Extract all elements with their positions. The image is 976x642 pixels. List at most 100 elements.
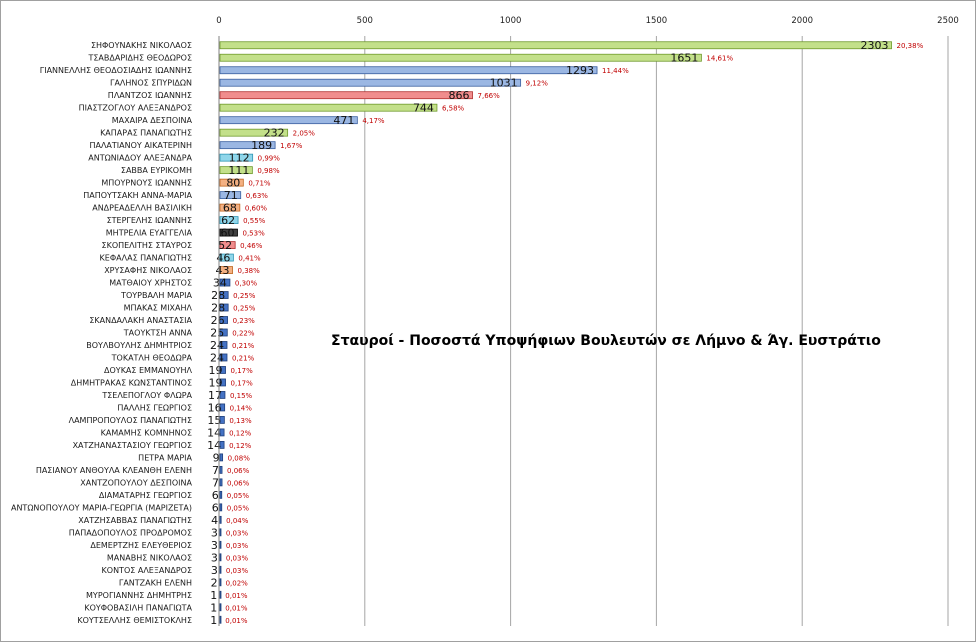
bar bbox=[219, 540, 222, 549]
percent-label: 0,17% bbox=[231, 367, 254, 375]
category-label: ΠΑΣΙΑΝΟΥ ΑΝΘΟΥΛΑ ΚΛΕΑΝΘΗ ΕΛΕΝΗ bbox=[36, 466, 192, 475]
percent-label: 0,30% bbox=[235, 280, 258, 288]
category-label: ΜΑΧΑΙΡΑ ΔΕΣΠΟΙΝΑ bbox=[112, 116, 193, 125]
category-label: ΜΑΝΑΒΗΣ ΝΙΚΟΛΑΟΣ bbox=[107, 553, 192, 562]
category-label: ΤΑΟΥΚΤΣΗ ΑΝΝΑ bbox=[123, 329, 193, 338]
value-label: 71 bbox=[224, 189, 238, 202]
value-label: 6 bbox=[212, 501, 219, 514]
category-label: ΑΝΤΩΝΟΠΟΥΛΟΥ ΜΑΡΙΑ-ΓΕΩΡΓΙΑ (ΜΑΡΙΖΕΤΑ) bbox=[11, 503, 192, 512]
value-label: 14 bbox=[207, 426, 221, 439]
bar bbox=[219, 453, 224, 462]
value-label: 111 bbox=[228, 164, 249, 177]
category-label: ΓΙΑΝΝΕΛΛΗΣ ΘΕΟΔΟΣΙΑΔΗΣ ΙΩΑΝΝΗΣ bbox=[40, 66, 192, 75]
x-tick-label: 2000 bbox=[791, 16, 813, 26]
bar bbox=[219, 403, 226, 412]
value-label: 60 bbox=[220, 227, 234, 240]
value-label: 1 bbox=[210, 601, 217, 614]
bar bbox=[219, 41, 892, 50]
percent-label: 0,46% bbox=[240, 242, 263, 250]
value-label: 3 bbox=[211, 551, 218, 564]
category-label: ΠΛΑΝΤΖΟΣ ΙΩΑΝΝΗΣ bbox=[108, 91, 192, 100]
category-label: ΔΗΜΗΤΡΑΚΑΣ ΚΩΝΣΤΑΝΤΙΝΟΣ bbox=[71, 378, 192, 387]
bar bbox=[219, 428, 225, 437]
percent-label: 0,99% bbox=[258, 155, 281, 163]
percent-label: 0,01% bbox=[225, 604, 248, 612]
category-label: ΜΥΡΟΓΙΑΝΝΗΣ ΔΗΜΗΤΡΗΣ bbox=[86, 591, 192, 600]
chart-title: Σταυροί - Ποσοστά Υποψήφιων Βουλευτών σε… bbox=[331, 333, 881, 349]
category-label: ΜΠΟΥΡΝΟΥΣ ΙΩΑΝΝΗΣ bbox=[101, 179, 192, 188]
bar bbox=[219, 366, 226, 374]
category-label: ΜΗΤΡΕΛΙΑ ΕΥΑΓΓΕΛΙΑ bbox=[106, 229, 193, 238]
category-label: ΜΠΑΚΑΣ ΜΙΧΑΗΛ bbox=[124, 304, 193, 313]
percent-label: 0,13% bbox=[229, 417, 252, 425]
category-label: ΚΟΥΤΣΕΛΛΗΣ ΘΕΜΙΣΤΟΚΛΗΣ bbox=[77, 616, 192, 625]
value-label: 1 bbox=[210, 589, 217, 602]
percent-label: 0,60% bbox=[245, 205, 268, 213]
value-label: 744 bbox=[413, 102, 434, 115]
bar bbox=[219, 303, 229, 312]
percent-label: 0,14% bbox=[230, 404, 253, 412]
bar bbox=[219, 153, 254, 162]
bar bbox=[219, 528, 222, 537]
bar bbox=[219, 553, 222, 562]
percent-label: 0,05% bbox=[227, 504, 250, 512]
percent-label: 6,58% bbox=[442, 105, 465, 113]
value-label: 26 bbox=[211, 314, 225, 327]
bar bbox=[219, 441, 225, 449]
bar bbox=[219, 478, 223, 487]
percent-label: 0,21% bbox=[232, 342, 255, 350]
category-label: ΤΣΑΒΔΑΡΙΔΗΣ ΘΕΟΔΩΡΟΣ bbox=[87, 54, 192, 63]
bar bbox=[219, 465, 223, 474]
value-label: 28 bbox=[211, 302, 225, 315]
value-label: 1651 bbox=[670, 52, 698, 65]
percent-label: 0,12% bbox=[229, 429, 252, 437]
bar bbox=[219, 241, 236, 249]
bar bbox=[219, 515, 222, 524]
value-label: 4 bbox=[211, 514, 218, 527]
percent-label: 0,06% bbox=[227, 467, 250, 475]
percent-label: 0,04% bbox=[226, 517, 249, 525]
bar bbox=[219, 503, 223, 512]
percent-label: 9,12% bbox=[526, 80, 549, 88]
bar bbox=[219, 590, 222, 599]
category-label: ΜΑΤΘΑΙΟΥ ΧΡΗΣΤΟΣ bbox=[109, 279, 192, 288]
value-label: 112 bbox=[229, 152, 250, 165]
x-tick-label: 1000 bbox=[500, 16, 522, 26]
bar bbox=[219, 266, 233, 274]
category-label: ΚΟΥΦΟΒΑΣΙΛΗ ΠΑΝΑΓΙΩΤΑ bbox=[84, 603, 192, 612]
category-label: ΛΑΜΠΡΟΠΟΥΛΟΣ ΠΑΝΑΓΙΩΤΗΣ bbox=[69, 416, 192, 425]
category-label: ΠΑΛΛΗΣ ΓΕΩΡΓΙΟΣ bbox=[117, 403, 192, 412]
percent-label: 0,06% bbox=[227, 479, 250, 487]
value-label: 189 bbox=[251, 139, 272, 152]
bar bbox=[219, 116, 358, 125]
category-label: ΤΟΥΡΒΑΛΗ ΜΑΡΙΑ bbox=[120, 291, 192, 300]
x-tick-label: 1500 bbox=[646, 16, 668, 26]
bar bbox=[219, 103, 438, 112]
percent-label: 0,15% bbox=[230, 392, 253, 400]
percent-label: 0,25% bbox=[233, 292, 256, 300]
percent-label: 0,03% bbox=[226, 554, 249, 562]
category-label: ΠΙΑΣΤΖΟΓΛΟΥ ΑΛΕΞΑΝΔΡΟΣ bbox=[79, 104, 192, 113]
value-label: 43 bbox=[216, 264, 230, 277]
value-label: 80 bbox=[226, 177, 240, 190]
x-tick-label: 2500 bbox=[937, 16, 959, 26]
percent-label: 14,61% bbox=[706, 55, 733, 63]
category-label: ΑΝΤΩΝΙΑΔΟΥ ΑΛΕΞΑΝΔΡΑ bbox=[88, 154, 192, 163]
percent-label: 0,12% bbox=[229, 442, 252, 450]
bar bbox=[219, 378, 226, 387]
category-label: ΔΙΑΜΑΤΑΡΗΣ ΓΕΩΡΓΙΟΣ bbox=[99, 491, 192, 500]
x-tick-label: 500 bbox=[357, 16, 373, 26]
value-label: 1031 bbox=[490, 77, 518, 90]
percent-label: 0,05% bbox=[227, 492, 250, 500]
percent-label: 0,08% bbox=[228, 454, 251, 462]
value-label: 7 bbox=[212, 476, 219, 489]
value-label: 6 bbox=[212, 489, 219, 502]
percent-label: 0,63% bbox=[246, 192, 269, 200]
percent-label: 0,53% bbox=[242, 230, 265, 238]
category-label: ΣΗΦΟΥΝΑΚΗΣ ΝΙΚΟΛΑΟΣ bbox=[91, 41, 192, 50]
category-label: ΚΑΠΑΡΑΣ ΠΑΝΑΓΙΩΤΗΣ bbox=[100, 129, 192, 138]
value-label: 24 bbox=[210, 351, 224, 364]
value-label: 15 bbox=[207, 414, 221, 427]
bar bbox=[219, 565, 222, 574]
bar bbox=[219, 615, 222, 624]
